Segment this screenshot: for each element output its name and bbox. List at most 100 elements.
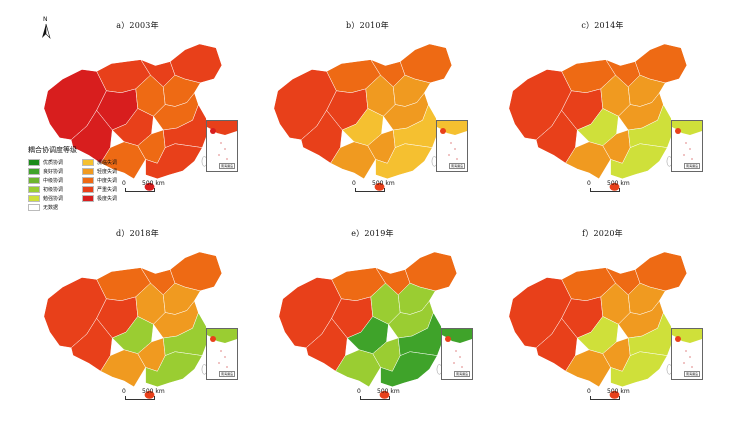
legend-label: 良好协调 — [43, 169, 64, 175]
inset-map — [672, 121, 702, 160]
country-outline — [43, 43, 223, 180]
legend-swatch — [82, 195, 94, 202]
legend-label: 严重失调 — [97, 187, 118, 193]
legend-item: 初级协调 — [28, 186, 80, 193]
scale-line — [355, 188, 385, 192]
panel-title: a）2003年 — [116, 21, 159, 30]
inset-label: 南海诸岛 — [218, 371, 235, 377]
panel-title: f）2020年 — [582, 229, 623, 238]
south-china-sea-inset: 南海诸岛 — [441, 328, 473, 380]
legend-swatch — [28, 195, 40, 202]
scale-line — [590, 396, 620, 400]
hainan-island — [609, 390, 620, 399]
scale-line — [125, 396, 155, 400]
south-china-sea-inset: 南海诸岛 — [436, 120, 468, 172]
legend-item: 极度失调 — [82, 195, 134, 202]
scale-zero: 0 — [352, 180, 356, 187]
inset-map — [207, 329, 237, 368]
legend-item: 濒临失调 — [82, 159, 134, 166]
scale-zero: 0 — [357, 388, 361, 395]
legend-swatch — [82, 168, 94, 175]
scale-zero: 0 — [587, 388, 591, 395]
inset-label: 南海诸岛 — [218, 163, 235, 169]
legend-swatch — [28, 159, 40, 166]
legend-label: 中度失调 — [97, 178, 118, 184]
legend-label: 勉强协调 — [43, 196, 64, 202]
map-panel-2019: e）2019年 南海诸岛 0 500 km — [255, 228, 490, 428]
legend-grid: 优质协调 濒临失调良好协调 轻度失调中级协调 中度失调初级协调 严重失调勉强协调 极度失调… — [28, 159, 138, 211]
panel-title: c）2014年 — [581, 21, 624, 30]
scale-zero: 0 — [587, 180, 591, 187]
china-map — [278, 251, 458, 399]
inset-label: 南海诸岛 — [453, 371, 470, 377]
legend-label: 初级协调 — [43, 187, 64, 193]
south-china-sea-inset: 南海诸岛 — [671, 120, 703, 172]
legend-label: 优质协调 — [43, 160, 64, 166]
hainan-island — [379, 390, 390, 399]
legend-label: 无数据 — [43, 205, 59, 211]
map-panel-2010: b）2010年 南海诸岛 0 500 km — [250, 20, 485, 220]
legend-label: 濒临失调 — [97, 160, 118, 166]
country-outline — [278, 251, 458, 388]
legend-swatch — [82, 186, 94, 193]
legend-swatch — [28, 186, 40, 193]
china-map — [43, 43, 223, 191]
china-map — [273, 43, 453, 191]
legend-title: 耦合协调度等级 — [28, 146, 77, 154]
south-china-sea-inset: 南海诸岛 — [671, 328, 703, 380]
panel-title: b）2010年 — [346, 21, 389, 30]
legend-item: 勉强协调 — [28, 195, 80, 202]
inset-map — [442, 329, 472, 368]
legend-item: 中级协调 — [28, 177, 80, 184]
legend-swatch — [28, 204, 40, 211]
scale-max: 500 km — [607, 180, 630, 187]
legend-label: 轻度失调 — [97, 169, 118, 175]
map-panel-2014: c）2014年 南海诸岛 0 500 km — [485, 20, 720, 220]
legend-label: 中级协调 — [43, 178, 64, 184]
scale-zero: 0 — [122, 388, 126, 395]
legend-swatch — [82, 177, 94, 184]
scale-line — [360, 396, 390, 400]
inset-map — [437, 121, 467, 160]
china-map — [508, 43, 688, 191]
map-panel-2018: d）2018年 南海诸岛 0 500 km — [20, 228, 255, 428]
china-map — [43, 251, 223, 399]
scale-line — [125, 188, 155, 192]
country-outline — [43, 251, 223, 388]
country-outline — [508, 251, 688, 388]
scale-zero: 0 — [122, 180, 126, 187]
hainan-island — [144, 182, 155, 191]
legend-item: 良好协调 — [28, 168, 80, 175]
legend-item: 无数据 — [28, 204, 80, 211]
north-label: N — [43, 16, 48, 23]
scale-max: 500 km — [142, 388, 165, 395]
legend-item: 严重失调 — [82, 186, 134, 193]
hainan-island — [609, 182, 620, 191]
legend-label: 极度失调 — [97, 196, 118, 202]
country-outline — [273, 43, 453, 180]
legend-swatch — [28, 177, 40, 184]
legend-swatch — [28, 168, 40, 175]
inset-label: 南海诸岛 — [448, 163, 465, 169]
legend-item: 中度失调 — [82, 177, 134, 184]
north-arrow-icon: N — [40, 16, 52, 40]
hainan-island — [374, 182, 385, 191]
inset-map — [207, 121, 237, 160]
south-china-sea-inset: 南海诸岛 — [206, 120, 238, 172]
hainan-island — [144, 390, 155, 399]
inset-label: 南海诸岛 — [683, 163, 700, 169]
scale-max: 500 km — [372, 180, 395, 187]
legend: 耦合协调度等级 优质协调 濒临失调良好协调 轻度失调中级协调 中度失调初级协调 严重失调… — [28, 145, 138, 211]
country-outline — [508, 43, 688, 180]
scale-max: 500 km — [142, 180, 165, 187]
map-panel-2003: a）2003年 南海诸岛 0 500 km — [20, 20, 255, 220]
inset-map — [672, 329, 702, 368]
china-map — [508, 251, 688, 399]
scale-max: 500 km — [607, 388, 630, 395]
panel-title: d）2018年 — [116, 229, 159, 238]
legend-swatch — [82, 159, 94, 166]
scale-max: 500 km — [377, 388, 400, 395]
legend-item: 优质协调 — [28, 159, 80, 166]
south-china-sea-inset: 南海诸岛 — [206, 328, 238, 380]
map-panel-2020: f）2020年 南海诸岛 0 500 km — [485, 228, 720, 428]
